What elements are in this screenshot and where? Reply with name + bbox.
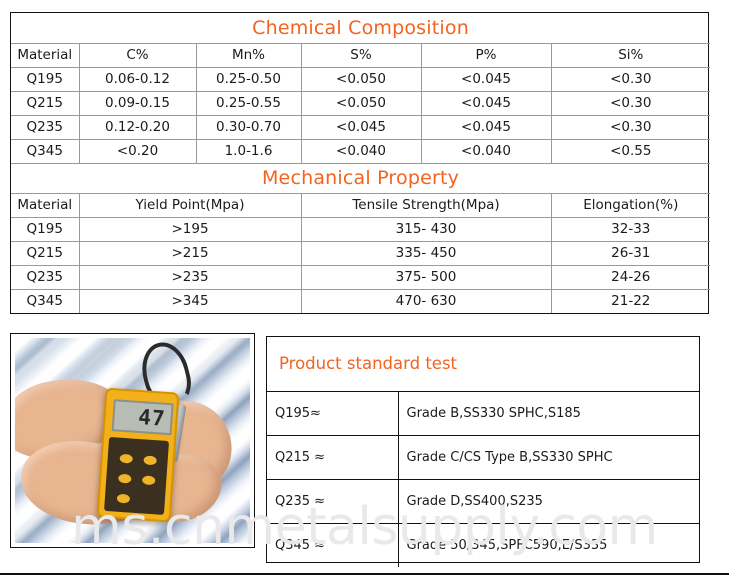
table-row: Q215 >215 335- 450 26-31 [11, 240, 711, 266]
chemical-header-p: P% [420, 42, 552, 68]
cell-material: Q215 [11, 90, 80, 116]
gauge-key [119, 453, 134, 464]
cell-material: Q345 [11, 138, 80, 164]
cell-p: <0.040 [420, 138, 552, 164]
table-row: Q235 >235 375- 500 24-26 [11, 264, 711, 290]
gauge-key [143, 455, 157, 466]
cell-yield: >215 [78, 240, 302, 266]
table-row: Q345 ≈ Grade 50/345,SPFC590,E/S335 [267, 522, 699, 567]
table-row: Q195 >195 315- 430 32-33 [11, 216, 711, 242]
cell-p: <0.045 [420, 66, 552, 92]
product-photo: 47 [15, 338, 250, 543]
cell-s: <0.050 [300, 90, 422, 116]
cell-yield: >235 [78, 264, 302, 290]
mechanical-header-tensile: Tensile Strength(Mpa) [300, 192, 552, 218]
chemical-header-mn: Mn% [195, 42, 302, 68]
specification-tables: Chemical Composition Material C% Mn% S% … [10, 12, 711, 314]
cell-si: <0.30 [550, 90, 711, 116]
cell-material: Q235 [11, 114, 80, 140]
gauge-display: 47 [111, 399, 174, 436]
table-row: Q345 <0.20 1.0-1.6 <0.040 <0.040 <0.55 [11, 138, 711, 164]
cell-mn: 0.25-0.55 [195, 90, 302, 116]
product-standard-test-table: Product standard test Q195≈ Grade B,SS33… [267, 337, 699, 567]
gauge-key [141, 475, 156, 486]
mechanical-header-row: Material Yield Point(Mpa) Tensile Streng… [11, 192, 711, 218]
cell-s: <0.040 [300, 138, 422, 164]
chemical-header-material: Material [11, 42, 80, 68]
cell-c: 0.12-0.20 [78, 114, 197, 140]
gauge-key [118, 473, 132, 484]
cell-p: <0.045 [420, 114, 552, 140]
mechanical-header-yield: Yield Point(Mpa) [78, 192, 302, 218]
chemical-header-si: Si% [550, 42, 711, 68]
table-row: Q235 0.12-0.20 0.30-0.70 <0.045 <0.045 <… [11, 114, 711, 140]
cell-yield: >345 [78, 288, 302, 313]
cell-elongation: 24-26 [550, 264, 711, 290]
cell-si: <0.30 [550, 114, 711, 140]
gauge-keypad [104, 436, 170, 515]
standard-test-title: Product standard test [267, 337, 699, 392]
cell-grade-key: Q195≈ [267, 390, 399, 436]
mechanical-header-material: Material [11, 192, 80, 218]
cell-c: <0.20 [78, 138, 197, 164]
cell-si: <0.30 [550, 66, 711, 92]
mechanical-header-elongation: Elongation(%) [550, 192, 711, 218]
bottom-divider [0, 573, 729, 575]
cell-elongation: 32-33 [550, 216, 711, 242]
cell-s: <0.050 [300, 66, 422, 92]
chemical-header-s: S% [300, 42, 422, 68]
cell-material: Q235 [11, 264, 80, 290]
cell-mn: 0.25-0.50 [195, 66, 302, 92]
cell-p: <0.045 [420, 90, 552, 116]
table-row: Q195 0.06-0.12 0.25-0.50 <0.050 <0.045 <… [11, 66, 711, 92]
chemical-title: Chemical Composition [11, 13, 711, 44]
cell-material: Q195 [11, 66, 80, 92]
cell-tensile: 315- 430 [300, 216, 552, 242]
cell-yield: >195 [78, 216, 302, 242]
chemical-header-c: C% [78, 42, 197, 68]
standard-test-title-row: Product standard test [267, 337, 699, 392]
cell-material: Q345 [11, 288, 80, 313]
bottom-section: 47 Product standard test Q195≈ [0, 333, 729, 568]
table-row: Q235 ≈ Grade D,SS400,S235 [267, 478, 699, 524]
cell-grade-key: Q215 ≈ [267, 434, 399, 480]
specs-table: Chemical Composition Material C% Mn% S% … [11, 13, 711, 313]
table-row: Q195≈ Grade B,SS330 SPHC,S185 [267, 390, 699, 436]
cell-c: 0.06-0.12 [78, 66, 197, 92]
cell-material: Q215 [11, 240, 80, 266]
table-row: Q215 0.09-0.15 0.25-0.55 <0.050 <0.045 <… [11, 90, 711, 116]
cell-elongation: 26-31 [550, 240, 711, 266]
cell-elongation: 21-22 [550, 288, 711, 313]
product-photo-frame: 47 [10, 333, 255, 548]
chemical-header-row: Material C% Mn% S% P% Si% [11, 42, 711, 68]
cell-tensile: 470- 630 [300, 288, 552, 313]
cell-si: <0.55 [550, 138, 711, 164]
thickness-gauge-device: 47 [96, 387, 180, 523]
table-row: Q345 >345 470- 630 21-22 [11, 288, 711, 313]
cell-grade-value: Grade D,SS400,S235 [397, 478, 699, 524]
product-standard-test-panel: Product standard test Q195≈ Grade B,SS33… [266, 336, 700, 567]
cell-material: Q195 [11, 216, 80, 242]
mechanical-title: Mechanical Property [11, 162, 711, 194]
cell-tensile: 375- 500 [300, 264, 552, 290]
cell-mn: 1.0-1.6 [195, 138, 302, 164]
cell-tensile: 335- 450 [300, 240, 552, 266]
cell-grade-value: Grade C/CS Type B,SS330 SPHC [397, 434, 699, 480]
table-row: Q215 ≈ Grade C/CS Type B,SS330 SPHC [267, 434, 699, 480]
cell-grade-key: Q235 ≈ [267, 478, 399, 524]
mechanical-title-row: Mechanical Property [11, 162, 711, 194]
cell-grade-key: Q345 ≈ [267, 522, 399, 567]
cell-grade-value: Grade B,SS330 SPHC,S185 [397, 390, 699, 436]
cell-s: <0.045 [300, 114, 422, 140]
chemical-title-row: Chemical Composition [11, 13, 711, 44]
gauge-key [116, 493, 131, 504]
cell-grade-value: Grade 50/345,SPFC590,E/S335 [397, 522, 699, 567]
cell-c: 0.09-0.15 [78, 90, 197, 116]
cell-mn: 0.30-0.70 [195, 114, 302, 140]
